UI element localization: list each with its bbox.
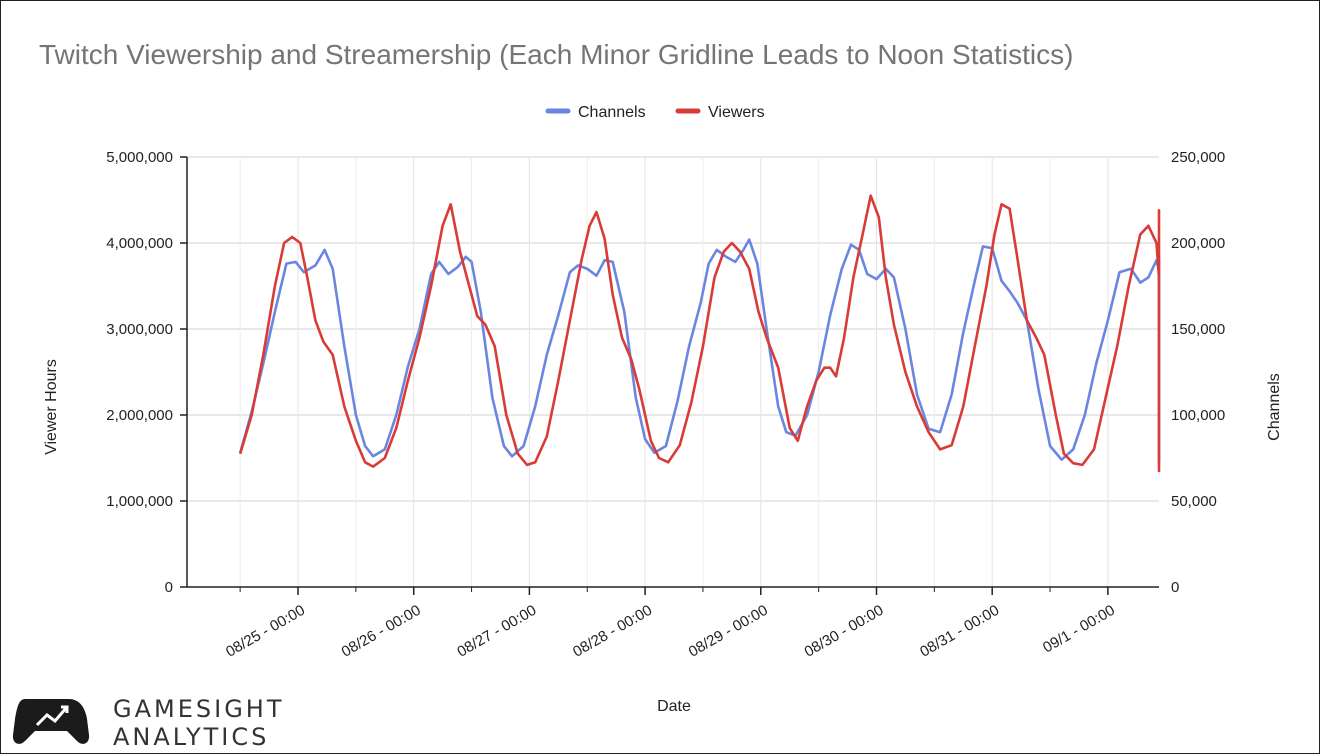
gridlines [187, 156, 1159, 587]
legend: Channels Viewers [545, 104, 765, 121]
x-tick-label: 08/29 - 00:00 [686, 602, 771, 661]
left-tick-label: 1,000,000 [106, 493, 173, 510]
x-tick-label: 08/28 - 00:00 [570, 602, 655, 661]
chart-title: Twitch Viewership and Streamership (Each… [39, 39, 1074, 70]
left-tick-label: 5,000,000 [106, 149, 173, 166]
x-tick-label: 08/31 - 00:00 [917, 602, 1002, 661]
right-tick-label: 50,000 [1171, 493, 1217, 510]
right-tick-label: 150,000 [1171, 321, 1225, 338]
brand-line-2: ANALYTICS [113, 723, 270, 751]
right-axis-title: Channels [1266, 373, 1283, 441]
x-tick-label: 09/1 - 00:00 [1040, 602, 1118, 657]
left-axis-title: Viewer Hours [43, 359, 60, 455]
gamepad-trend-icon [12, 699, 90, 744]
right-tick-label: 100,000 [1171, 407, 1225, 424]
x-tick-label: 08/30 - 00:00 [801, 602, 886, 661]
right-tick-label: 200,000 [1171, 235, 1225, 252]
left-axis-ticks: 0 1,000,000 2,000,000 3,000,000 4,000,000 5,0… [106, 149, 187, 596]
brand-wordmark: GAMESIGHT ANALYTICS [113, 695, 285, 751]
left-tick-label: 2,000,000 [106, 407, 173, 424]
legend-label-channels: Channels [578, 104, 646, 121]
x-axis-ticks: 08/25 - 00:00 08/26 - 00:00 08/27 - 00:00 0… [223, 587, 1118, 661]
left-tick-label: 3,000,000 [106, 321, 173, 338]
right-tick-label: 0 [1171, 579, 1179, 596]
series-line-channels [238, 238, 1161, 463]
right-tick-label: 250,000 [1171, 149, 1225, 166]
left-tick-label: 4,000,000 [106, 235, 173, 252]
axes [186, 157, 1159, 588]
series-line-viewers [238, 194, 1161, 473]
right-axis-ticks: 0 50,000 100,000 150,000 200,000 250,000 [1171, 149, 1225, 596]
brand-line-1: GAMESIGHT [113, 695, 285, 723]
series-lines [238, 194, 1161, 473]
x-tick-label: 08/27 - 00:00 [454, 602, 539, 661]
legend-label-viewers: Viewers [708, 104, 765, 121]
x-axis-title: Date [657, 698, 691, 715]
left-tick-label: 0 [165, 579, 173, 596]
x-tick-label: 08/26 - 00:00 [339, 602, 424, 661]
x-tick-label: 08/25 - 00:00 [223, 602, 308, 661]
